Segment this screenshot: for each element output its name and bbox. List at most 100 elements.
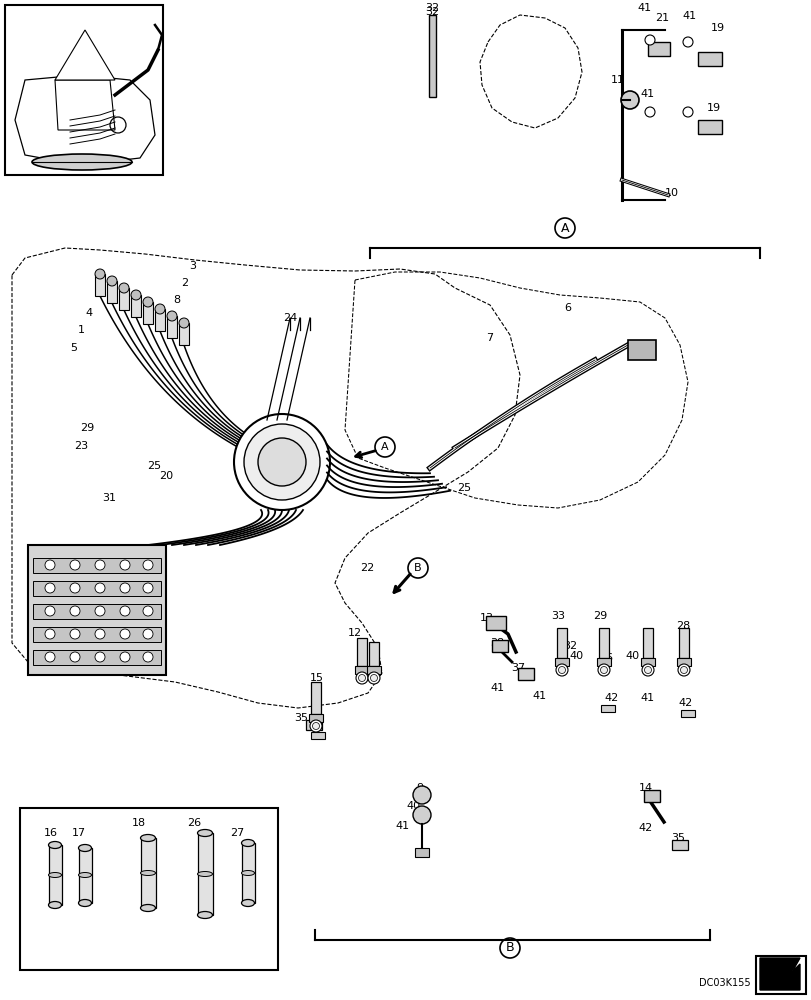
Text: 24: 24 <box>282 313 297 323</box>
Bar <box>79 848 92 903</box>
Text: 29: 29 <box>592 611 607 621</box>
Circle shape <box>95 269 105 279</box>
Circle shape <box>119 283 129 293</box>
Text: 13: 13 <box>479 613 493 623</box>
Text: 9: 9 <box>416 783 423 793</box>
Circle shape <box>120 629 130 639</box>
Text: 21: 21 <box>654 13 668 23</box>
Circle shape <box>120 583 130 593</box>
Ellipse shape <box>49 872 62 877</box>
Bar <box>311 682 320 714</box>
Ellipse shape <box>140 834 156 841</box>
Ellipse shape <box>197 829 212 836</box>
Text: 41: 41 <box>637 3 651 13</box>
Text: 14: 14 <box>638 783 652 793</box>
Circle shape <box>413 786 431 804</box>
Circle shape <box>95 606 105 616</box>
Text: B: B <box>414 563 421 573</box>
Circle shape <box>597 664 609 676</box>
Circle shape <box>131 290 141 300</box>
Circle shape <box>556 664 568 676</box>
Circle shape <box>70 583 80 593</box>
Text: 8: 8 <box>174 295 180 305</box>
Bar <box>486 616 505 630</box>
Bar <box>368 642 379 666</box>
Bar <box>155 309 165 331</box>
Bar <box>178 323 189 345</box>
Circle shape <box>167 311 177 321</box>
Text: 1: 1 <box>77 325 84 335</box>
Text: DC03K155: DC03K155 <box>698 978 750 988</box>
Bar <box>309 714 323 722</box>
Circle shape <box>143 652 152 662</box>
Bar <box>311 732 324 739</box>
Bar <box>640 658 654 666</box>
Circle shape <box>644 666 650 674</box>
Text: 27: 27 <box>230 828 244 838</box>
Text: 22: 22 <box>359 563 374 573</box>
Circle shape <box>107 276 117 286</box>
Circle shape <box>682 107 692 117</box>
Circle shape <box>143 297 152 307</box>
Bar <box>678 628 689 658</box>
Circle shape <box>178 318 189 328</box>
Text: 26: 26 <box>187 818 201 828</box>
Circle shape <box>642 664 653 676</box>
Ellipse shape <box>49 841 62 848</box>
Circle shape <box>95 652 105 662</box>
Bar <box>131 295 141 317</box>
Bar <box>414 848 428 857</box>
Ellipse shape <box>32 154 132 170</box>
Circle shape <box>680 666 687 674</box>
Text: 41: 41 <box>682 11 696 21</box>
Bar <box>28 545 165 675</box>
Ellipse shape <box>79 844 92 851</box>
Bar <box>517 668 534 680</box>
Circle shape <box>367 672 380 684</box>
Bar <box>33 581 161 596</box>
Circle shape <box>310 720 322 732</box>
Bar <box>49 845 62 905</box>
Bar <box>643 790 659 802</box>
Text: 19: 19 <box>710 23 724 33</box>
Circle shape <box>682 37 692 47</box>
Ellipse shape <box>140 870 156 876</box>
Text: 32: 32 <box>424 7 439 17</box>
Circle shape <box>243 424 320 500</box>
Bar <box>33 558 161 573</box>
Bar <box>491 640 508 652</box>
Bar <box>697 120 721 134</box>
Circle shape <box>143 560 152 570</box>
Bar <box>33 650 161 665</box>
Circle shape <box>644 35 654 45</box>
Polygon shape <box>55 80 115 130</box>
Circle shape <box>70 560 80 570</box>
Bar <box>354 666 368 674</box>
Bar <box>647 42 669 56</box>
Text: 28: 28 <box>675 621 689 631</box>
Text: 3: 3 <box>189 261 196 271</box>
Bar <box>242 843 255 903</box>
Circle shape <box>70 629 80 639</box>
Bar <box>141 838 156 908</box>
Text: 6: 6 <box>564 303 571 313</box>
Circle shape <box>45 629 55 639</box>
Polygon shape <box>55 30 115 80</box>
Circle shape <box>258 438 306 486</box>
Circle shape <box>355 672 367 684</box>
Text: A: A <box>560 222 569 234</box>
Bar <box>642 628 652 658</box>
Text: 42: 42 <box>604 693 618 703</box>
Bar <box>33 627 161 642</box>
Text: 25: 25 <box>457 483 470 493</box>
Text: 33: 33 <box>551 611 564 621</box>
Text: 11: 11 <box>610 75 624 85</box>
Text: 15: 15 <box>310 673 324 683</box>
Circle shape <box>644 107 654 117</box>
Bar <box>672 840 687 850</box>
Text: 32: 32 <box>424 3 439 13</box>
Bar <box>33 604 161 619</box>
Circle shape <box>620 91 638 109</box>
Bar <box>676 658 690 666</box>
Text: 19: 19 <box>706 103 720 113</box>
